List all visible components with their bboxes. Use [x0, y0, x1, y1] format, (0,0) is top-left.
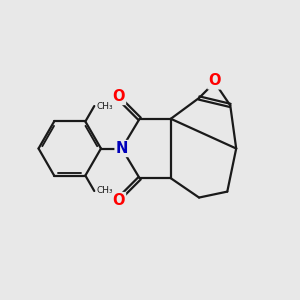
Text: CH₃: CH₃	[96, 187, 113, 196]
Text: N: N	[116, 141, 128, 156]
Text: O: O	[112, 193, 125, 208]
Text: O: O	[112, 89, 125, 104]
Text: CH₃: CH₃	[96, 101, 113, 110]
Text: O: O	[208, 74, 221, 88]
